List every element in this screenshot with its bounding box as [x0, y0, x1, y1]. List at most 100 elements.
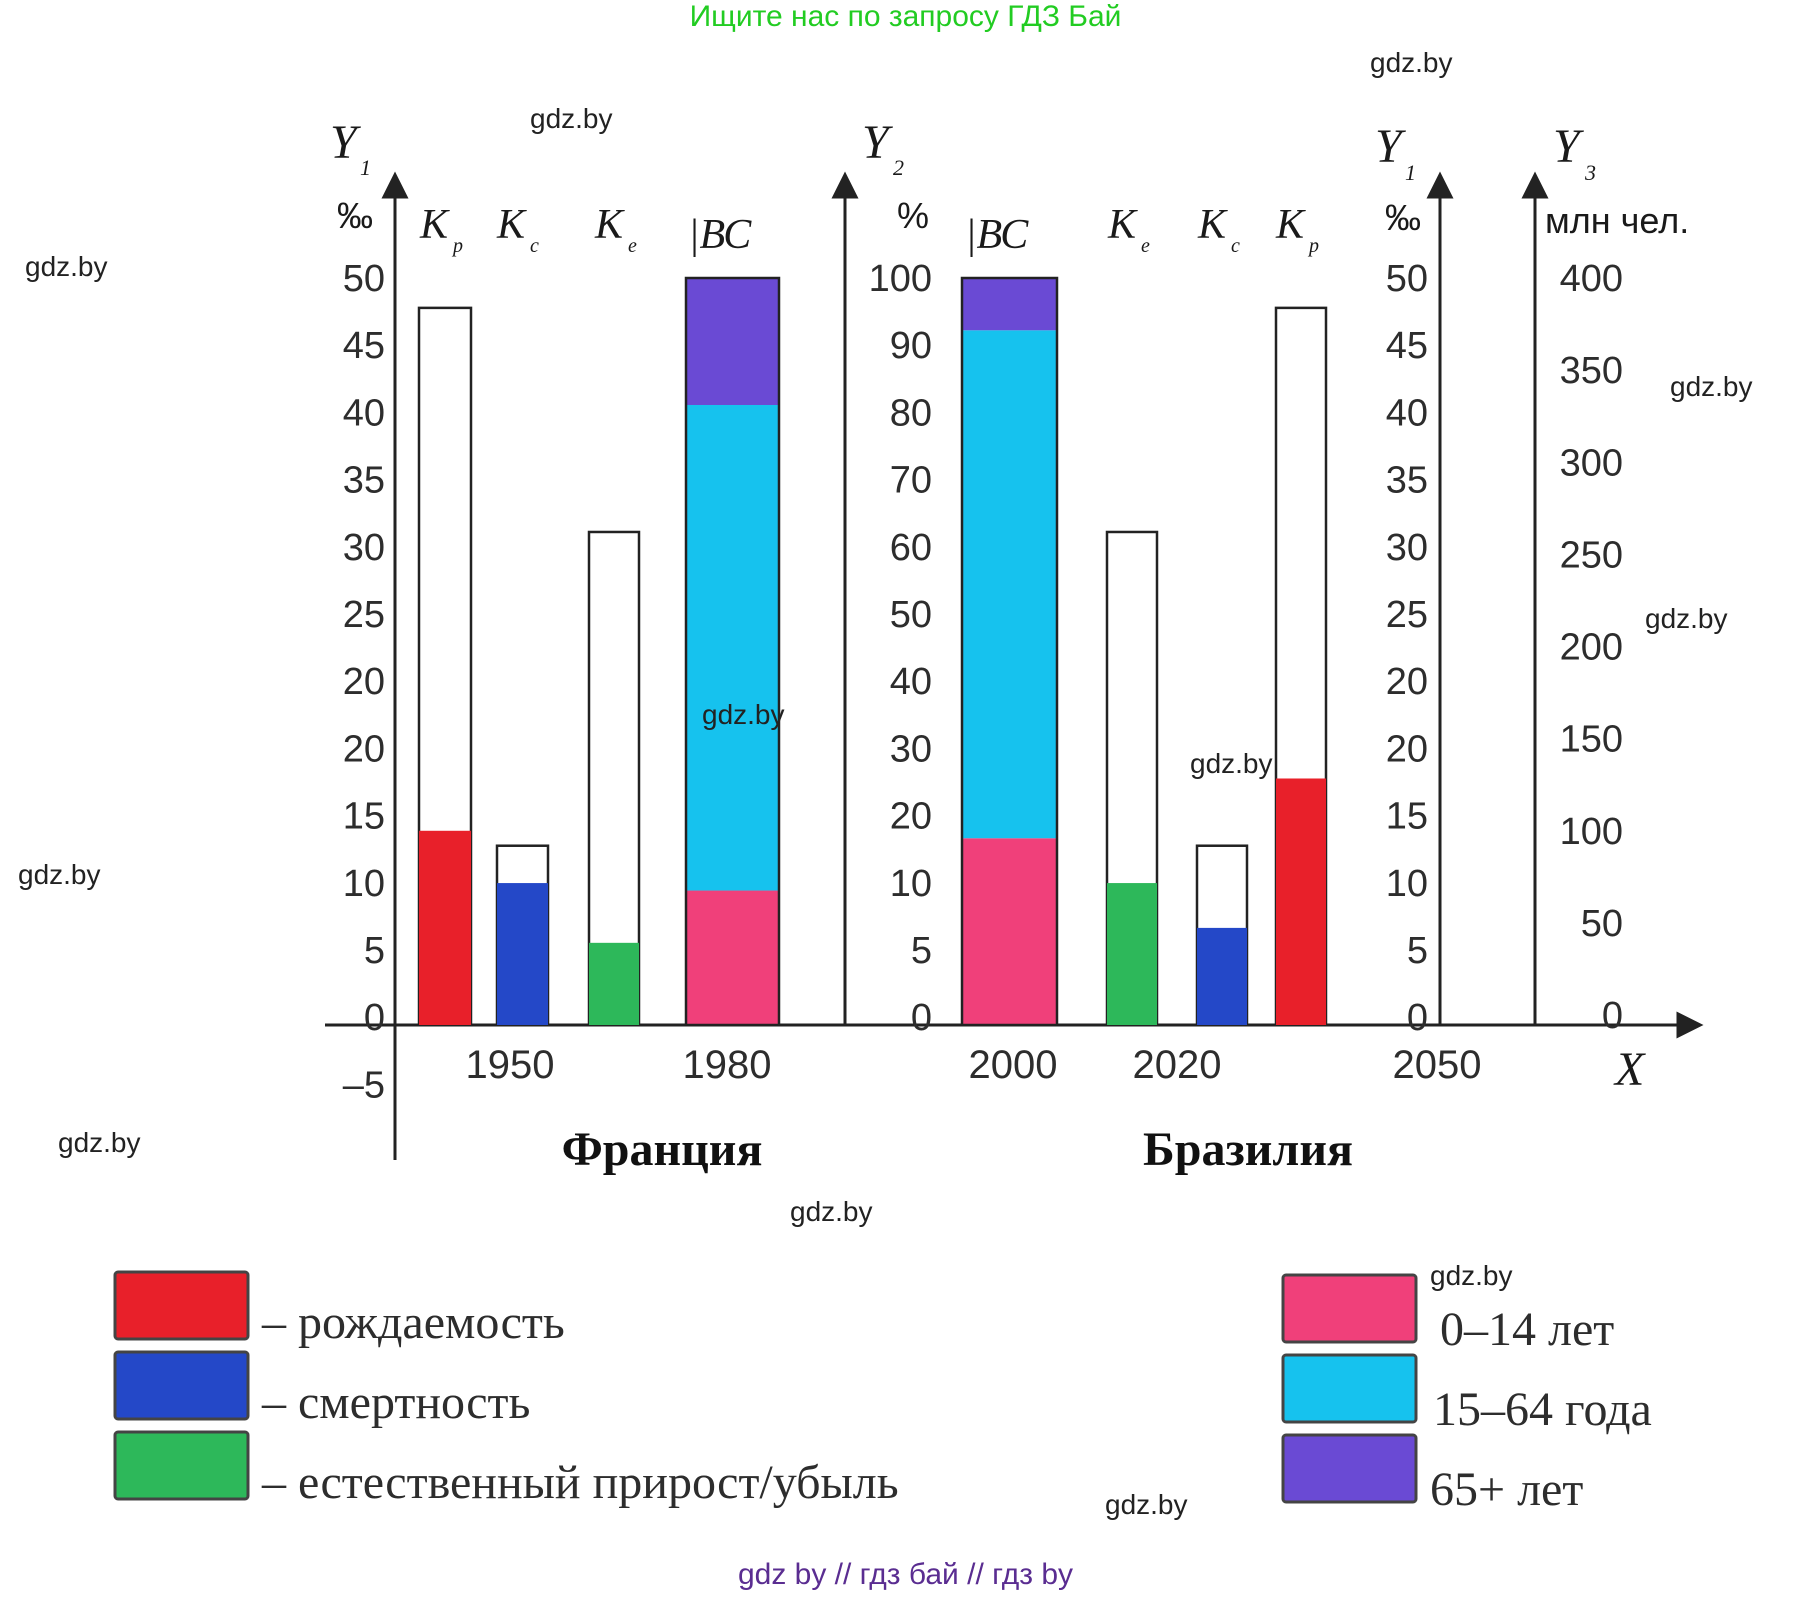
y2-axis-unit: %	[897, 195, 929, 236]
tick-label: 200	[1560, 627, 1623, 669]
tick-label: 10	[890, 863, 932, 905]
watermark: gdz.by	[1370, 47, 1453, 78]
bar-brazil-age-0-14	[962, 838, 1057, 1025]
bar-france-age-15-64	[686, 404, 779, 891]
tick-label: 10	[343, 863, 385, 905]
year-label: 2020	[1133, 1043, 1222, 1087]
column-labels: K р K с K е |ВС |ВС K е K с K р	[419, 202, 1319, 258]
watermark: gdz.by	[25, 251, 108, 282]
y2-axis-title: Y	[862, 116, 893, 169]
bar-france-birth	[419, 830, 471, 1025]
col-label-fr-2: K	[594, 202, 625, 248]
legend-label-death: – смертность	[261, 1376, 530, 1429]
tick-label: 25	[343, 594, 385, 636]
bar-france-outline	[684, 276, 781, 1027]
bar-brazil-death	[1197, 927, 1247, 1025]
y1-axis-subscript: 1	[360, 155, 371, 180]
tick-label: 80	[890, 392, 932, 434]
bar-france-growth	[589, 942, 639, 1025]
col-label-br-3-sub: р	[1307, 235, 1319, 257]
tick-label: 15	[1386, 796, 1428, 838]
tick-label: 45	[343, 325, 385, 367]
col-label-fr-3: |ВС	[688, 212, 752, 258]
tick-label: 5	[364, 930, 385, 972]
watermark: gdz.by	[58, 1127, 141, 1158]
col-label-br-1: K	[1107, 202, 1138, 248]
watermark: gdz.by	[1645, 603, 1728, 634]
legend-label-birth: – рождаемость	[261, 1296, 565, 1349]
tick-label: 30	[890, 728, 932, 770]
x-axis-title: X	[1613, 1043, 1646, 1096]
watermark: gdz.by	[1105, 1489, 1188, 1520]
tick-label: 20	[1386, 661, 1428, 703]
tick-label: 150	[1560, 719, 1623, 761]
col-label-br-1-sub: е	[1141, 235, 1150, 257]
col-label-br-3: K	[1275, 202, 1306, 248]
legend-label-age-0-14: 0–14 лет	[1440, 1303, 1614, 1356]
tick-label: 50	[890, 594, 932, 636]
tick-label: 5	[1407, 930, 1428, 972]
country-label-france: Франция	[562, 1123, 763, 1176]
watermark: gdz.by	[702, 699, 785, 730]
legend-swatch-birth	[113, 1270, 250, 1341]
tick-label: 15	[343, 796, 385, 838]
col-label-fr-2-sub: е	[628, 235, 637, 257]
year-label: 2050	[1393, 1043, 1482, 1087]
watermark: gdz.by	[530, 103, 613, 134]
tick-label: 400	[1560, 258, 1623, 300]
country-label-brazil: Бразилия	[1143, 1123, 1353, 1176]
legend-label-growth: – естественный прирост/убыль	[261, 1456, 899, 1509]
watermarks: gdz.by gdz.by gdz.by gdz.by gdz.by gdz.b…	[18, 47, 1753, 1520]
tick-label: 10	[1386, 863, 1428, 905]
y3-axis-unit: млн чел.	[1545, 200, 1689, 241]
y3-axis-title: Y	[1553, 120, 1584, 173]
legend-label-age-65: 65+ лет	[1430, 1463, 1583, 1516]
tick-label: 45	[1386, 325, 1428, 367]
tick-label: 300	[1560, 442, 1623, 484]
tick-label: 250	[1560, 534, 1623, 576]
tick-label: 5	[911, 930, 932, 972]
tick-label: 100	[1560, 811, 1623, 853]
col-label-br-0: |ВС	[965, 212, 1029, 258]
bottom-banner: gdz by // гдз бай // гдз by	[737, 1558, 1074, 1591]
bar-brazil-age-65	[962, 278, 1057, 331]
tick-label: 20	[343, 728, 385, 770]
tick-label: 20	[1386, 728, 1428, 770]
y1-axis-unit: ‰	[337, 195, 373, 236]
tick-label: 40	[890, 661, 932, 703]
y3-tick-labels: 400 350 300 250 200 150 100 50 0	[1560, 258, 1623, 1037]
axis-titles: Y 1 ‰ Y 2 % Y 1 ‰ Y 3 млн чел. X	[330, 116, 1689, 1096]
bars	[417, 276, 1328, 1027]
col-label-br-2-sub: с	[1231, 235, 1240, 257]
watermark: gdz.by	[790, 1196, 873, 1227]
watermark: gdz.by	[1670, 371, 1753, 402]
tick-label: 25	[1386, 594, 1428, 636]
tick-label: 30	[343, 527, 385, 569]
tick-label: 0	[1407, 997, 1428, 1039]
tick-label: 0	[1602, 995, 1623, 1037]
legend-label-age-15-64: 15–64 года	[1433, 1383, 1652, 1436]
year-label: 2000	[969, 1043, 1058, 1087]
tick-label: 350	[1560, 350, 1623, 392]
year-label: 1980	[683, 1043, 772, 1087]
legend-right: 0–14 лет 15–64 года 65+ лет	[1281, 1273, 1652, 1516]
tick-label: 40	[343, 392, 385, 434]
tick-label: 20	[343, 661, 385, 703]
tick-label: 50	[343, 258, 385, 300]
y3-axis-subscript: 3	[1584, 160, 1596, 185]
legend-swatch-age-0-14	[1281, 1273, 1418, 1344]
watermark: gdz.by	[18, 859, 101, 890]
watermark: gdz.by	[1430, 1260, 1513, 1291]
legend-swatch-age-65	[1281, 1433, 1418, 1504]
legend-swatch-death	[113, 1350, 250, 1421]
legend-swatch-growth	[113, 1430, 250, 1501]
bar-france-age-65	[686, 278, 779, 405]
y1-right-axis-unit: ‰	[1385, 197, 1421, 238]
bar-france-age-0-14	[686, 890, 779, 1025]
y1-right-axis-subscript: 1	[1405, 160, 1416, 185]
legend-swatch-age-15-64	[1281, 1353, 1418, 1424]
